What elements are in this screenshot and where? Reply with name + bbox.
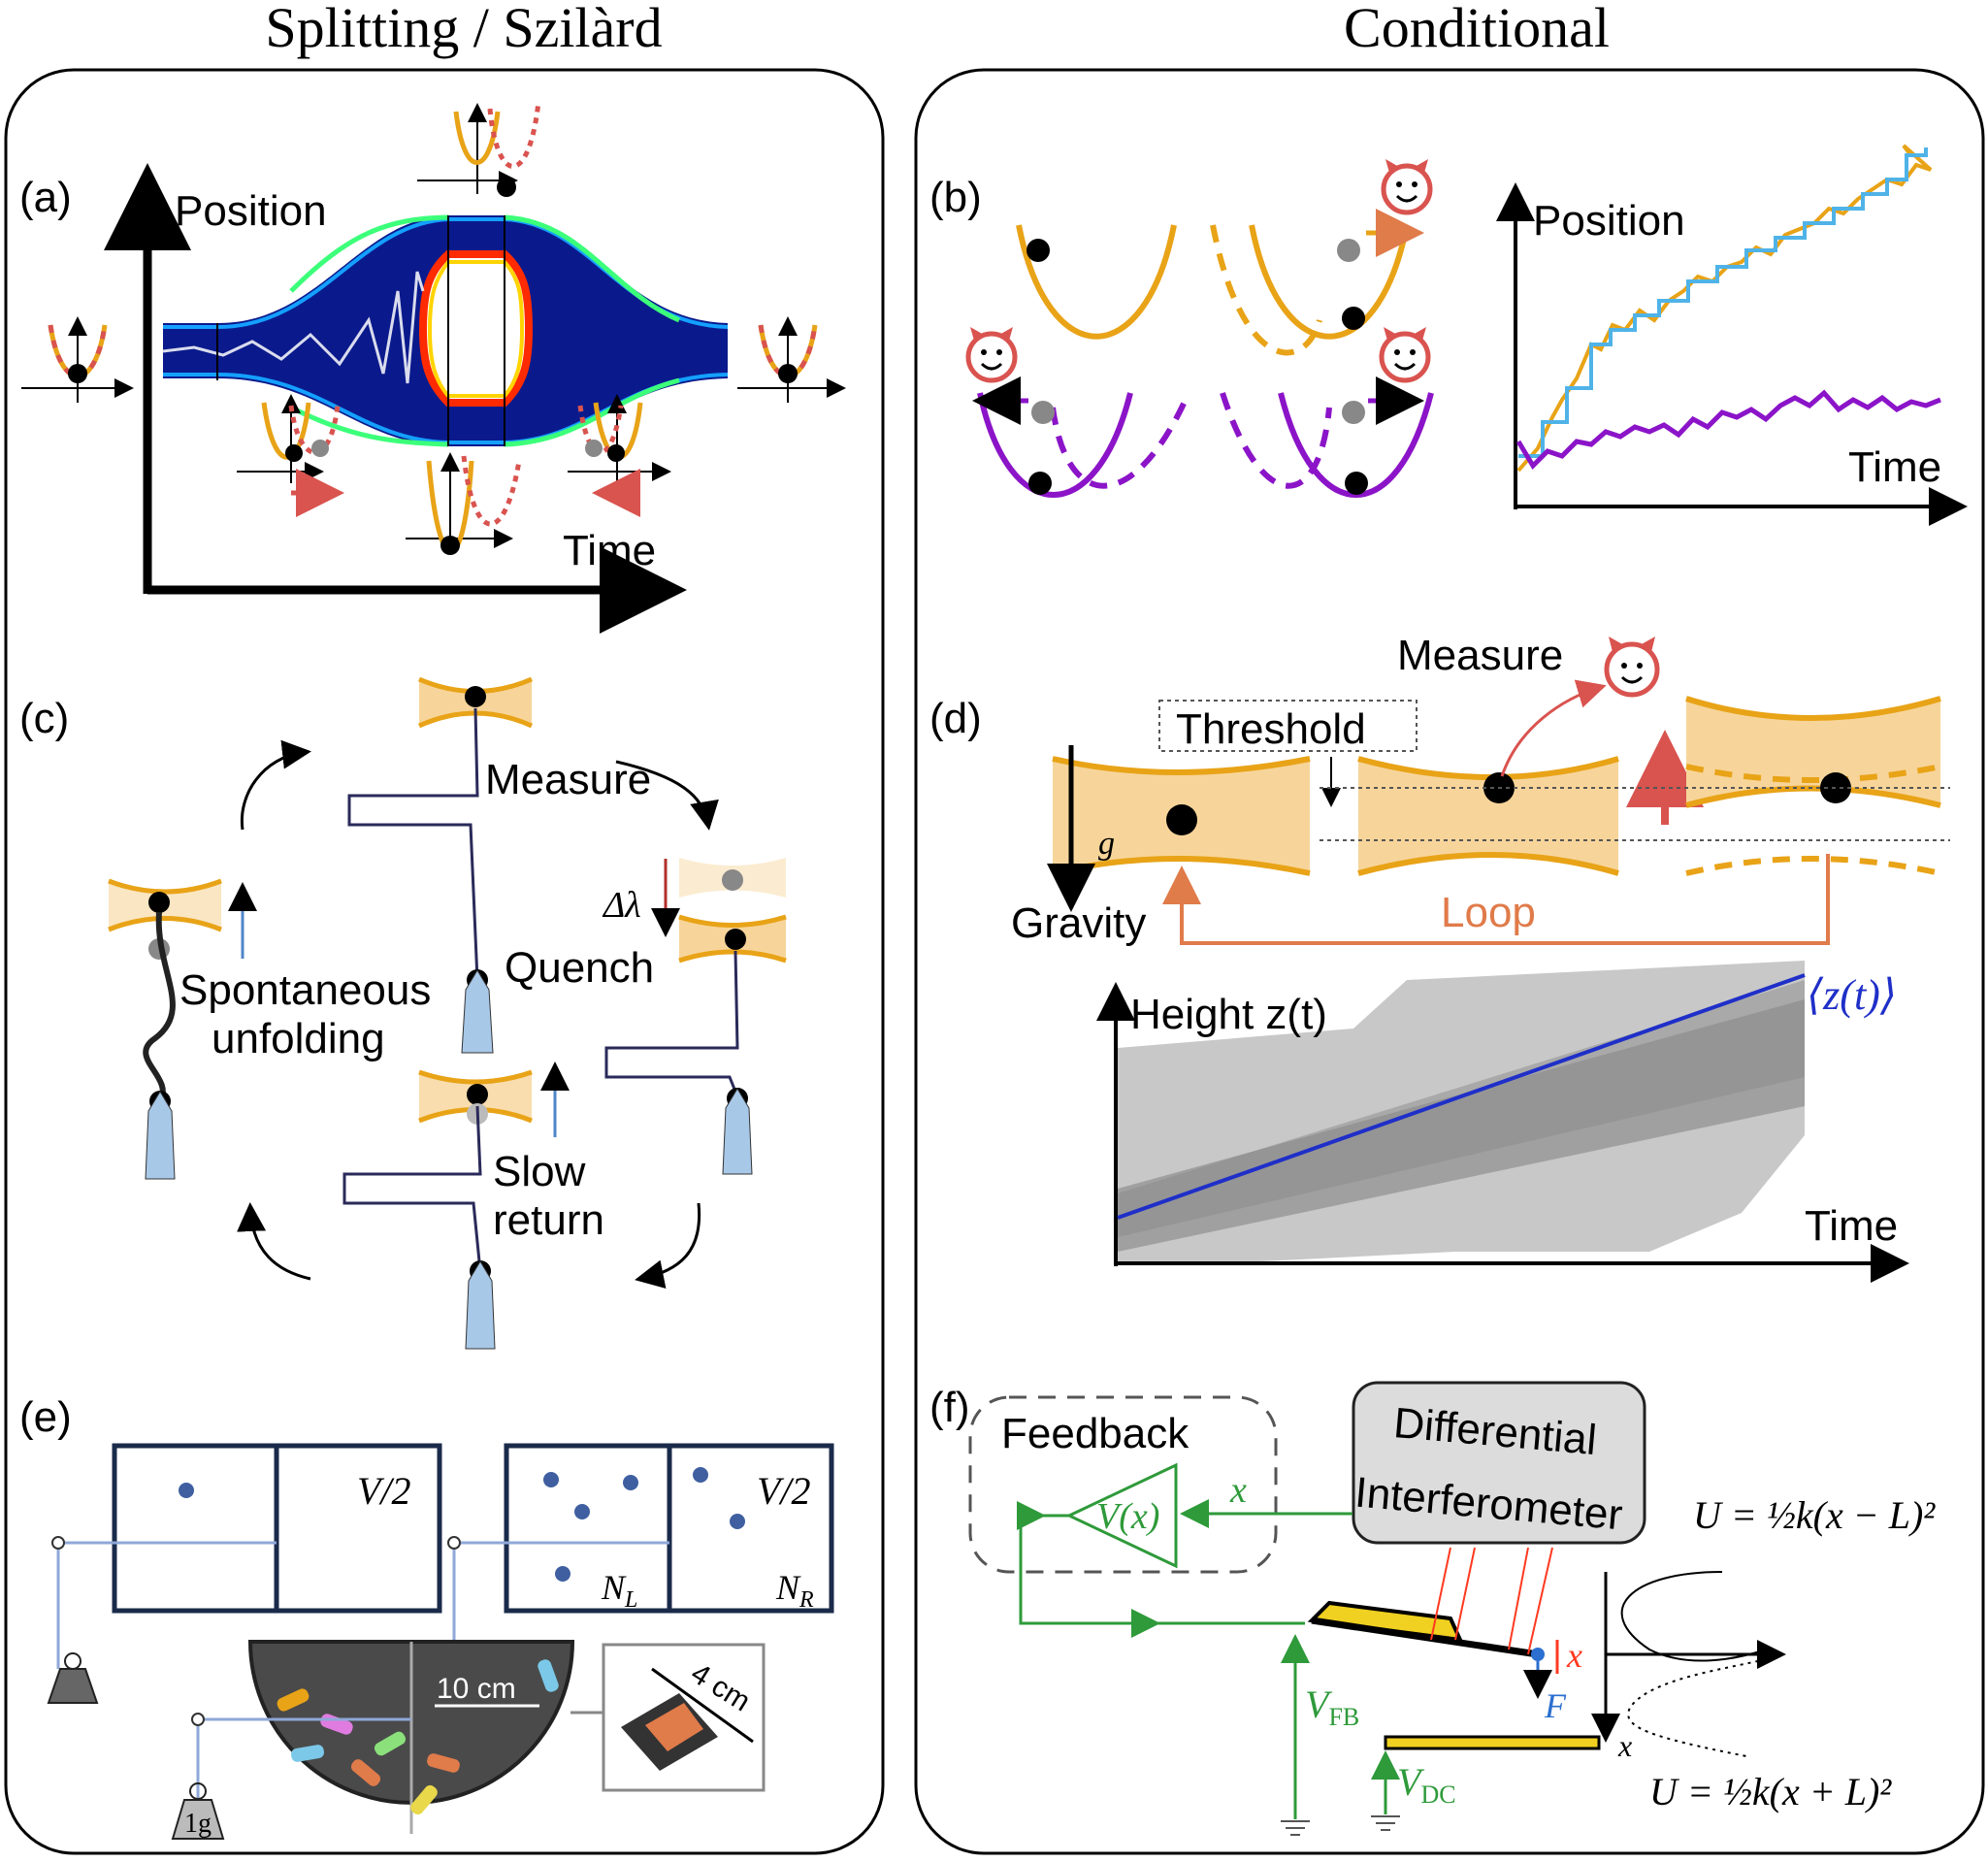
v-half-1: V/2 [357, 1469, 411, 1513]
header-splitting: Splitting / Szilàrd [265, 0, 662, 59]
panel-b: (b) [929, 144, 1968, 526]
panel-a: (a) Position Time [19, 101, 846, 634]
u-bot-label: U = ½k(x + L)² [1649, 1770, 1892, 1813]
panel-b-label: (b) [929, 174, 982, 221]
vx-label: V(x) [1096, 1496, 1159, 1537]
feedback-box [968, 1395, 1278, 1574]
panel-a-y-label: Position [175, 187, 327, 235]
gravity-label: Gravity [1011, 899, 1146, 947]
n-right: NR [775, 1568, 814, 1613]
well-a-lower-right [568, 394, 671, 517]
blue-staircase [1518, 147, 1928, 458]
loop-label: Loop [1441, 889, 1536, 936]
demon-icon [1381, 159, 1433, 215]
panel-a-label: (a) [19, 174, 72, 221]
g-label: g [1098, 826, 1115, 862]
interferometer-box [1352, 1381, 1646, 1545]
u-top-label: U = ½k(x − L)² [1693, 1493, 1936, 1537]
mean-label: ⟨z(t)⟩ [1807, 971, 1897, 1019]
quench-label: Quench [505, 944, 654, 992]
x-label-red: x [1566, 1636, 1582, 1675]
panel-f-label: (f) [929, 1384, 970, 1431]
panel-a-x-label: Time [563, 527, 656, 574]
panel-b-x-label: Time [1848, 443, 1941, 491]
x-axis-label-f: x [1617, 1728, 1632, 1763]
right-frame [914, 68, 1985, 1855]
left-frame [4, 68, 885, 1855]
slow-label: Slow [493, 1148, 586, 1195]
well-a-left [21, 316, 134, 403]
header-conditional: Conditional [1344, 0, 1610, 59]
scale-10cm: 10 cm [437, 1673, 516, 1705]
spontaneous-label-1: Spontaneous [179, 966, 431, 1014]
panel-d: (d) Measure Threshold g Gravity [929, 632, 1950, 1283]
threshold-label: Threshold [1176, 705, 1366, 753]
well-b4 [1278, 392, 1434, 498]
v-half-2: V/2 [757, 1469, 811, 1513]
panel-e: (e) V/2 V/2 NL NR 10 cm [19, 1393, 834, 1840]
potential-bottom [1627, 1658, 1767, 1757]
vdc-label: VDC [1397, 1760, 1456, 1809]
well-a-top [417, 101, 541, 197]
vfb-label: VFB [1305, 1682, 1359, 1731]
panel-b-y-label: Position [1533, 197, 1685, 245]
panel-d-x-label: Time [1805, 1202, 1898, 1250]
panel-f: (f) Feedback Differential Interferometer… [929, 1381, 1936, 1836]
height-label: Height z(t) [1130, 991, 1327, 1038]
well-a-right [737, 316, 846, 403]
delta-lambda-label: Δλ [602, 885, 641, 926]
measure-label-d: Measure [1397, 632, 1563, 679]
demon-icon [1379, 327, 1431, 383]
panel-c-label: (c) [19, 695, 69, 742]
n-left: NL [601, 1568, 637, 1613]
loop-arrow [1162, 854, 1830, 945]
panel-c: (c) Measure Spontaneous unfolding Δλ Que… [19, 676, 787, 1350]
well-a-bottom [406, 452, 522, 555]
weight-1g: 1g [184, 1809, 212, 1839]
threshold-box [1158, 700, 1418, 752]
panel-d-label: (d) [929, 695, 982, 742]
well-a-lower-left [237, 394, 344, 517]
panel-e-label: (e) [19, 1393, 72, 1441]
potential-top [1620, 1571, 1767, 1662]
well-b1 [1016, 224, 1177, 340]
return-label: return [493, 1196, 604, 1244]
electrode [1384, 1735, 1601, 1750]
x-label-green: x [1229, 1470, 1247, 1511]
well-b3 [977, 392, 1133, 498]
mean-height-line [1117, 973, 1806, 1220]
purple-trace [1515, 389, 1941, 471]
well-b2 [1249, 224, 1410, 340]
feedback-label: Feedback [1001, 1410, 1190, 1457]
force-label: F [1544, 1686, 1567, 1725]
demon-icon [1604, 637, 1660, 698]
spontaneous-label-2: unfolding [212, 1015, 385, 1062]
amplifier-triangle [1065, 1462, 1178, 1569]
demon-icon [965, 327, 1018, 383]
